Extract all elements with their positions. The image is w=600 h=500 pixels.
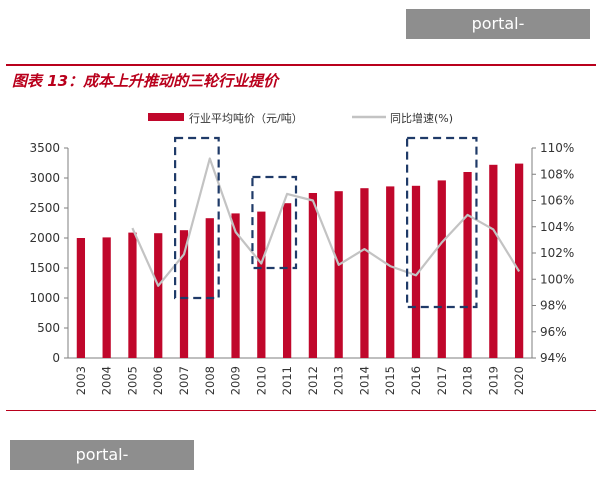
x-tick-label: 2011 <box>280 366 294 395</box>
bar <box>308 193 318 358</box>
y-right-tick-label: 108% <box>540 167 574 181</box>
bottom-rule <box>6 410 596 411</box>
title-rule <box>6 64 596 66</box>
dashed-annotation-box <box>174 136 220 300</box>
x-tick-label: 2018 <box>461 366 475 395</box>
y-left-tick-label: 2500 <box>29 201 60 215</box>
bar <box>360 188 369 358</box>
bar <box>514 163 524 358</box>
legend-line-label: 同比增速(%) <box>390 111 453 125</box>
watermark-bottom: portal-sportslive.com <box>10 440 194 494</box>
y-right-tick-label: 94% <box>540 351 567 365</box>
axes: 0 500 1000 1500 2000 2500 3000 3500 94% 96% 98% 100… <box>29 141 574 395</box>
bar <box>282 203 292 358</box>
legend-bar-swatch <box>148 113 184 121</box>
bar <box>489 164 498 358</box>
bar <box>463 172 472 358</box>
x-tick-label: 2016 <box>409 366 423 395</box>
x-tick-label: 2015 <box>383 366 397 395</box>
bar <box>257 211 266 358</box>
y-left-tick-label: 0 <box>52 351 60 365</box>
dashed-annotation-box <box>251 175 298 270</box>
x-tick-label: 2013 <box>332 366 346 395</box>
legend-bar-label: 行业平均吨价（元/吨） <box>189 112 303 125</box>
y-right-tick-label: 96% <box>540 325 567 339</box>
x-tick-label: 2009 <box>229 366 243 395</box>
y-right-tick-label: 106% <box>540 194 574 208</box>
y-left-tick-label: 1000 <box>29 291 60 305</box>
legend: 行业平均吨价（元/吨） 同比增速(%) <box>148 111 453 125</box>
y-left-tick-label: 500 <box>37 321 60 335</box>
x-tick-label: 2004 <box>100 366 114 395</box>
x-tick-label: 2014 <box>357 366 371 395</box>
x-tick-label: 2017 <box>435 366 449 395</box>
dashed-annotation-box <box>406 136 478 309</box>
y-left-tick-label: 3500 <box>29 141 60 155</box>
x-tick-label: 2019 <box>486 366 500 395</box>
x-tick-label: 2008 <box>203 366 217 395</box>
x-tick-label: 2010 <box>254 366 268 395</box>
y-left-tick-label: 3000 <box>29 171 60 185</box>
chart: 行业平均吨价（元/吨） 同比增速(%) 0 500 1000 1500 2000 2500… <box>29 111 574 395</box>
annotation-boxes <box>174 136 478 309</box>
bar <box>386 186 395 358</box>
bar <box>154 233 163 358</box>
bar <box>437 180 446 358</box>
y-left-tick-label: 2000 <box>29 231 60 245</box>
line-series <box>131 157 521 287</box>
bar <box>411 185 421 358</box>
y-right-tick-label: 100% <box>540 272 574 286</box>
x-tick-label: 2005 <box>125 366 139 395</box>
x-tick-label: 2012 <box>306 366 320 395</box>
bar <box>179 230 189 358</box>
y-right-tick-label: 98% <box>540 299 567 313</box>
bar <box>231 213 240 358</box>
bar <box>76 238 86 358</box>
x-tick-label: 2020 <box>512 366 526 395</box>
bar <box>334 191 343 358</box>
growth-line <box>131 157 521 287</box>
chart-title: 图表 13：成本上升推动的三轮行业提价 <box>12 72 279 90</box>
watermark-top: portal-sportslive.com <box>406 9 590 63</box>
bar-series <box>76 163 524 358</box>
y-left-tick-label: 1500 <box>29 261 60 275</box>
bar <box>102 237 111 358</box>
bar <box>128 232 137 358</box>
bar <box>205 218 214 358</box>
x-tick-label: 2003 <box>74 366 88 395</box>
y-right-tick-label: 110% <box>540 141 574 155</box>
x-tick-label: 2007 <box>177 366 191 395</box>
x-tick-label: 2006 <box>151 366 165 395</box>
y-right-tick-label: 104% <box>540 220 574 234</box>
y-right-tick-label: 102% <box>540 246 574 260</box>
